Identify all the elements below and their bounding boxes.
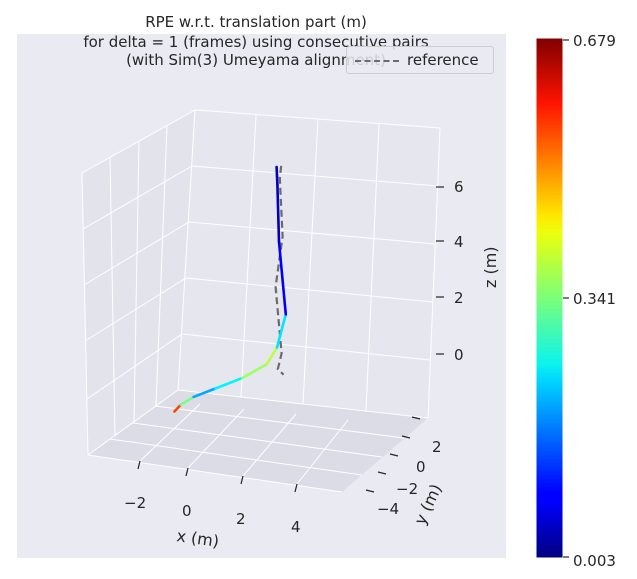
colorbar: [535, 37, 564, 559]
y-tick-label: −4: [377, 500, 399, 518]
estimate-trajectory-segment: [241, 362, 269, 380]
y-tick-label: 2: [432, 438, 442, 456]
y-tick-labels: −4 −2 0 2: [377, 438, 442, 518]
grid-lines: [81, 109, 441, 493]
x-tick-labels: −2 0 2 4: [124, 494, 301, 536]
estimate-trajectory-segment: [192, 387, 217, 399]
y-tick-label: 0: [416, 458, 426, 476]
estimate-trajectory-segment: [275, 165, 279, 186]
estimate-trajectory-segment: [277, 240, 288, 316]
estimate-trajectory-segment: [276, 183, 281, 244]
back-pane: [178, 110, 440, 418]
floor-pane: [88, 390, 428, 492]
trajectory-layer: [173, 165, 288, 413]
z-tick-label: 0: [454, 346, 464, 364]
legend-dashed-line-icon: [355, 60, 399, 62]
z-tick-label: 6: [454, 178, 464, 196]
estimate-trajectory-segment: [265, 346, 279, 366]
colorbar-labels: 0.679 0.341 0.003: [573, 32, 616, 570]
x-tick-label: −2: [124, 494, 146, 512]
x-tick-label: 4: [291, 518, 301, 536]
chart-title-line-3: (with Sim(3) Umeyama alignment): [126, 51, 386, 69]
reference-trajectory-line: [274, 165, 285, 376]
z-axis-label: z (m): [481, 246, 500, 288]
estimate-trajectory-segment: [179, 395, 195, 407]
colorbar-mid-label: 0.341: [573, 290, 616, 308]
estimate-trajectory-segment: [214, 376, 244, 390]
z-tick-label: 2: [454, 289, 464, 307]
colorbar-max-label: 0.679: [573, 32, 616, 50]
estimate-trajectory-segment: [173, 403, 183, 413]
chart-title-line-2: for delta = 1 (frames) using consecutive…: [83, 33, 429, 51]
x-tick-label: 2: [236, 510, 246, 528]
colorbar-min-label: 0.003: [573, 552, 616, 570]
z-tick-label: 4: [454, 233, 464, 251]
y-tick-label: −2: [396, 480, 418, 498]
x-tick-label: 0: [182, 502, 192, 520]
colorbar-ticks: [563, 39, 569, 558]
chart-title-line-1: RPE w.r.t. translation part (m): [145, 13, 367, 31]
z-tick-labels: 6 4 2 0: [454, 178, 464, 364]
legend-label-reference: reference: [407, 51, 479, 69]
estimate-trajectory-segment: [275, 313, 288, 349]
axis-tick-marks: [137, 186, 444, 493]
legend: reference: [346, 46, 494, 74]
